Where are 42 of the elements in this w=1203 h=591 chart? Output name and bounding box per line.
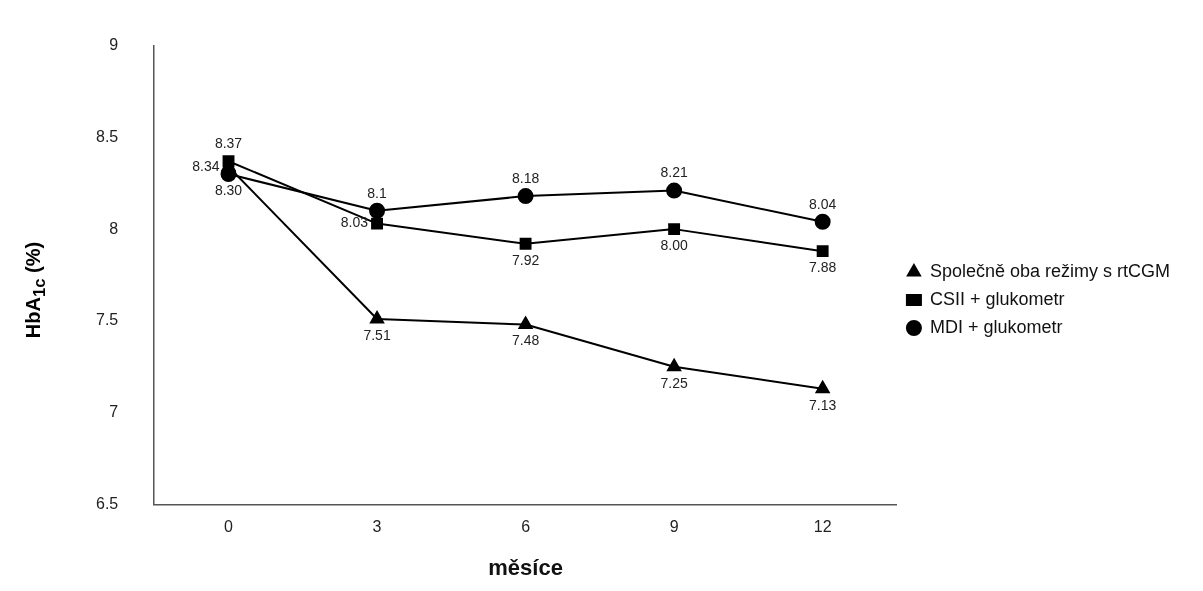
data-label: 7.92 xyxy=(511,251,540,268)
point xyxy=(815,380,830,394)
data-label: 7.51 xyxy=(363,326,391,343)
data-label: 8.34 xyxy=(192,157,220,174)
data-label: 7.48 xyxy=(511,332,540,349)
legend-label: MDI + glukometr xyxy=(929,316,1063,337)
y-tick-label: 7.5 xyxy=(95,311,119,329)
point xyxy=(667,358,682,372)
point xyxy=(668,223,681,236)
data-label: 7.13 xyxy=(809,396,837,413)
y-tick-label: 7 xyxy=(109,403,119,421)
x-tick-label: 6 xyxy=(521,518,531,536)
x-tick-label: 3 xyxy=(372,518,382,536)
point xyxy=(816,245,829,258)
data-label: 7.88 xyxy=(809,259,837,275)
data-label: 8.03 xyxy=(340,214,369,231)
y-tick-label: 8 xyxy=(109,219,119,237)
data-label: 8.04 xyxy=(809,195,837,212)
data-label: 8.18 xyxy=(511,169,540,186)
data-label: 8.37 xyxy=(214,135,243,152)
legend-label: CSII + glukometr xyxy=(929,288,1065,309)
legend-label: Společně oba režimy s rtCGM xyxy=(929,260,1171,281)
point xyxy=(371,217,383,230)
point xyxy=(814,213,831,230)
x-tick-label: 12 xyxy=(813,518,832,536)
x-tick-label: 9 xyxy=(669,518,679,536)
data-label: 8.30 xyxy=(214,181,243,198)
y-tick-label: 6.5 xyxy=(95,494,119,512)
data-label: 7.25 xyxy=(660,374,688,391)
y-tick-label: 8.5 xyxy=(95,127,119,145)
data-label: 8.00 xyxy=(660,236,688,253)
point xyxy=(369,311,385,324)
point xyxy=(666,182,683,199)
x-axis-title: měsíce xyxy=(488,554,563,580)
point xyxy=(369,202,386,219)
point xyxy=(519,237,532,250)
data-label: 8.21 xyxy=(660,164,688,181)
data-label: 8.1 xyxy=(367,184,387,201)
x-tick-label: 0 xyxy=(224,518,234,536)
point xyxy=(518,316,533,330)
y-tick-label: 9 xyxy=(109,36,119,54)
point xyxy=(517,188,534,205)
